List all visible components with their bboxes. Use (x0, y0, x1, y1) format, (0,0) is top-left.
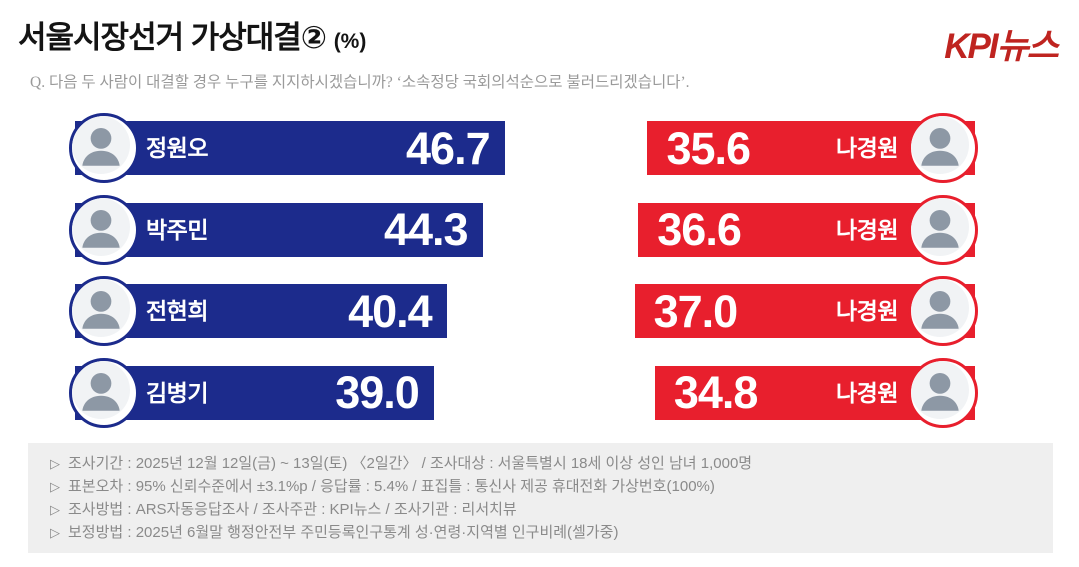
page-title: 서울시장선거 가상대결② (%) (18, 12, 366, 57)
triangle-bullet-icon: ▷ (50, 456, 60, 471)
matchup-row: 39.0 김병기 34.8 나경원 (0, 357, 1079, 428)
left-candidate-bar: 39.0 (75, 365, 434, 420)
methodology-text: 표본오차 : 95% 신뢰수준에서 ±3.1%p / 응답률 : 5.4% / … (68, 478, 715, 495)
right-candidate-name: 나경원 (836, 379, 898, 406)
left-candidate-bar: 44.3 (75, 202, 483, 257)
right-candidate-photo (908, 194, 978, 265)
right-candidate-value: 34.8 (673, 367, 759, 419)
matchup-row: 44.3 박주민 36.6 나경원 (0, 194, 1079, 265)
methodology-line: ▷ 표본오차 : 95% 신뢰수준에서 ±3.1%p / 응답률 : 5.4% /… (50, 475, 1031, 498)
kpi-news-logo: KPI뉴스 (944, 27, 1059, 66)
left-candidate-name: 전현희 (146, 298, 208, 325)
person-silhouette-icon (911, 197, 969, 256)
methodology-text: 조사기간 : 2025년 12월 12일(금) ~ 13일(토) 〈2일간〉 /… (68, 455, 753, 472)
right-candidate-name: 나경원 (836, 216, 898, 243)
right-candidate-photo (908, 113, 978, 183)
methodology-text: 조사방법 : ARS자동응답조사 / 조사주관 : KPI뉴스 / 조사기관 :… (68, 501, 517, 518)
right-candidate-photo (908, 357, 978, 428)
left-candidate-name: 박주민 (146, 216, 208, 243)
left-candidate-photo (69, 113, 139, 183)
left-candidate-value: 46.7 (406, 122, 491, 174)
right-candidate-value: 35.6 (666, 122, 751, 174)
methodology-footer: ▷ 조사기간 : 2025년 12월 12일(금) ~ 13일(토) 〈2일간〉 … (28, 443, 1053, 553)
person-silhouette-icon (911, 279, 969, 338)
matchup-row: 40.4 전현희 37.0 나경원 (0, 276, 1079, 347)
person-silhouette-icon (72, 360, 130, 419)
left-candidate-photo (69, 276, 139, 347)
person-silhouette-icon (911, 360, 969, 419)
left-candidate-photo (69, 194, 139, 265)
left-candidate-name: 정원오 (146, 135, 208, 161)
survey-question: Q. 다음 두 사람이 대결할 경우 누구를 지지하시겠습니까? ‘소속정당 국… (30, 74, 690, 91)
left-candidate-name: 김병기 (146, 379, 208, 406)
person-silhouette-icon (72, 279, 130, 338)
triangle-bullet-icon: ▷ (50, 479, 60, 494)
matchup-row: 46.7 정원오 35.6 나경원 (0, 113, 1079, 183)
page-title-text: 서울시장선거 가상대결② (18, 20, 327, 55)
page-title-unit: (%) (333, 30, 367, 53)
right-candidate-value: 36.6 (657, 204, 742, 256)
right-candidate-value: 37.0 (653, 285, 739, 337)
left-candidate-bar: 46.7 (75, 121, 505, 175)
left-candidate-value: 44.3 (383, 204, 469, 256)
left-candidate-value: 40.4 (348, 285, 433, 337)
person-silhouette-icon (911, 116, 969, 174)
right-candidate-name: 나경원 (836, 298, 898, 325)
right-candidate-photo (908, 276, 978, 347)
methodology-text: 보정방법 : 2025년 6월말 행정안전부 주민등록인구통계 성·연령·지역별… (68, 524, 619, 541)
left-candidate-photo (69, 357, 139, 428)
methodology-line: ▷ 조사기간 : 2025년 12월 12일(금) ~ 13일(토) 〈2일간〉 … (50, 452, 1031, 475)
person-silhouette-icon (72, 116, 130, 174)
left-candidate-value: 39.0 (335, 367, 420, 419)
triangle-bullet-icon: ▷ (50, 525, 60, 540)
person-silhouette-icon (72, 197, 130, 256)
methodology-line: ▷ 보정방법 : 2025년 6월말 행정안전부 주민등록인구통계 성·연령·지역… (50, 521, 1031, 544)
matchup-bar-chart: 46.7 정원오 35.6 나경원 44.3 박주민 36.6 나경원 40.4 전현희 37.0 나… (0, 113, 1079, 428)
triangle-bullet-icon: ▷ (50, 502, 60, 517)
methodology-line: ▷ 조사방법 : ARS자동응답조사 / 조사주관 : KPI뉴스 / 조사기관 … (50, 498, 1031, 521)
right-candidate-name: 나경원 (836, 135, 898, 161)
